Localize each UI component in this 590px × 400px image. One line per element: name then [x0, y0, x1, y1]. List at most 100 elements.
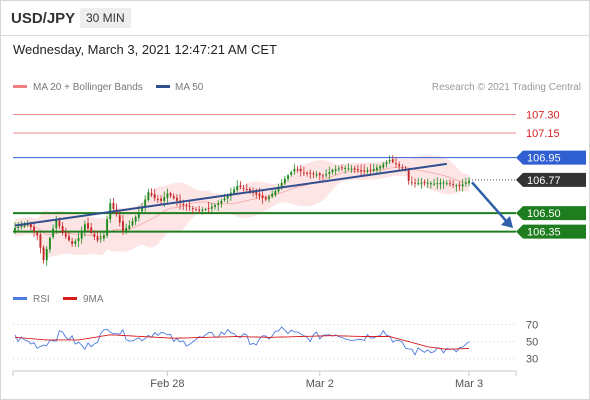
- candle-body: [80, 231, 83, 239]
- candle-body: [248, 189, 251, 192]
- candle-body: [426, 182, 429, 184]
- rsi-tick-label-30: 30: [526, 354, 538, 366]
- candle-body: [341, 167, 343, 169]
- candle-body: [14, 227, 16, 231]
- candle-body: [363, 170, 366, 172]
- candle-body: [23, 224, 26, 227]
- candle-body: [268, 196, 270, 200]
- candle-body: [137, 211, 140, 218]
- symbol-label: USD/JPY: [11, 10, 76, 27]
- candle-body: [461, 184, 464, 187]
- candle-body: [131, 221, 134, 226]
- candle-body: [391, 159, 394, 163]
- timeframe-button[interactable]: 30 MIN: [80, 8, 131, 28]
- candle-body: [277, 186, 280, 192]
- candle-body: [388, 160, 391, 162]
- candle-body: [33, 227, 35, 232]
- candle-body: [182, 204, 185, 206]
- ma50-legend-label: MA 50: [175, 82, 204, 93]
- candle-body: [242, 188, 245, 190]
- candle-body: [375, 167, 378, 170]
- candle-body: [121, 221, 124, 231]
- rsi-tick-label-70: 70: [526, 320, 538, 332]
- ma50-trendline: [14, 162, 447, 227]
- candle-body: [331, 170, 334, 173]
- candle-body: [87, 223, 89, 229]
- ma20-legend-label: MA 20 + Bollinger Bands: [33, 82, 143, 93]
- candle-body: [439, 182, 442, 185]
- candle-body: [48, 237, 51, 250]
- candle-body: [226, 195, 229, 199]
- candle-body: [318, 173, 321, 176]
- level-label-107-30: 107.30: [526, 110, 560, 122]
- candle-body: [118, 215, 121, 223]
- candle-body: [299, 168, 302, 172]
- level-label-106-50: 106.50: [527, 208, 561, 220]
- candle-body: [163, 197, 166, 201]
- candle-body: [458, 184, 461, 187]
- candle-body: [45, 248, 48, 261]
- last-price-label: 106.77: [527, 175, 561, 187]
- candle-body: [334, 169, 337, 171]
- candle-body: [160, 198, 162, 201]
- candle-body: [188, 205, 191, 207]
- candle-body: [436, 183, 439, 185]
- candle-body: [283, 178, 286, 184]
- candle-body: [172, 196, 175, 199]
- candle-body: [233, 189, 236, 194]
- x-tick-label-mar-2: Mar 2: [306, 378, 334, 390]
- candle-body: [64, 233, 67, 237]
- forecast-arrow-head: [501, 215, 513, 228]
- ma50-legend-swatch: [156, 85, 170, 88]
- candle-body: [191, 208, 194, 210]
- credit-label: Research © 2021 Trading Central: [432, 82, 581, 93]
- level-tag-106-35: [516, 224, 586, 239]
- candle-body: [77, 237, 80, 241]
- candle-body: [261, 195, 264, 198]
- candle-body: [306, 172, 309, 174]
- x-tick-label-feb-28: Feb 28: [150, 378, 184, 390]
- candle-body: [401, 167, 404, 169]
- level-label-106-35: 106.35: [527, 227, 561, 239]
- candle-body: [52, 228, 55, 238]
- candle-body: [379, 166, 382, 169]
- candle-body: [382, 164, 385, 168]
- candle-body: [353, 168, 356, 170]
- candle-body: [464, 182, 467, 184]
- candle-body: [74, 240, 77, 244]
- candle-body: [207, 207, 210, 209]
- candle-body: [337, 168, 340, 170]
- candle-body: [128, 225, 131, 229]
- level-tag-106-50: [516, 206, 586, 221]
- forecast-arrow-shaft: [471, 181, 508, 223]
- candle-body: [287, 175, 289, 179]
- candle-body: [236, 186, 239, 190]
- candle-body: [347, 168, 350, 170]
- candle-body: [356, 169, 359, 171]
- candle-body: [96, 236, 99, 241]
- candle-body: [147, 192, 150, 200]
- candle-body: [442, 182, 445, 184]
- candle-body: [429, 183, 432, 185]
- x-tick-label-mar-3: Mar 3: [455, 378, 483, 390]
- candle-body: [39, 234, 42, 248]
- candle-body: [223, 198, 226, 200]
- candle-body: [20, 225, 23, 227]
- candle-body: [255, 191, 258, 195]
- ma20-legend-swatch: [13, 85, 27, 88]
- candle-body: [71, 241, 74, 244]
- candle-body: [214, 204, 216, 207]
- candle-body: [90, 227, 93, 233]
- candle-body: [144, 199, 147, 208]
- candle-body: [112, 202, 115, 209]
- candle-body: [385, 162, 388, 165]
- candle-body: [414, 182, 416, 184]
- candle-body: [156, 199, 159, 201]
- candle-body: [150, 193, 153, 196]
- candle-body: [58, 220, 61, 227]
- x-axis-ticks: Feb 28 Mar 2 Mar 3: [12, 371, 517, 390]
- timestamp: Wednesday, March 3, 2021 12:47:21 AM CET: [13, 42, 277, 57]
- header-bar: USD/JPY 30 MIN: [1, 1, 589, 36]
- candle-body: [395, 163, 397, 165]
